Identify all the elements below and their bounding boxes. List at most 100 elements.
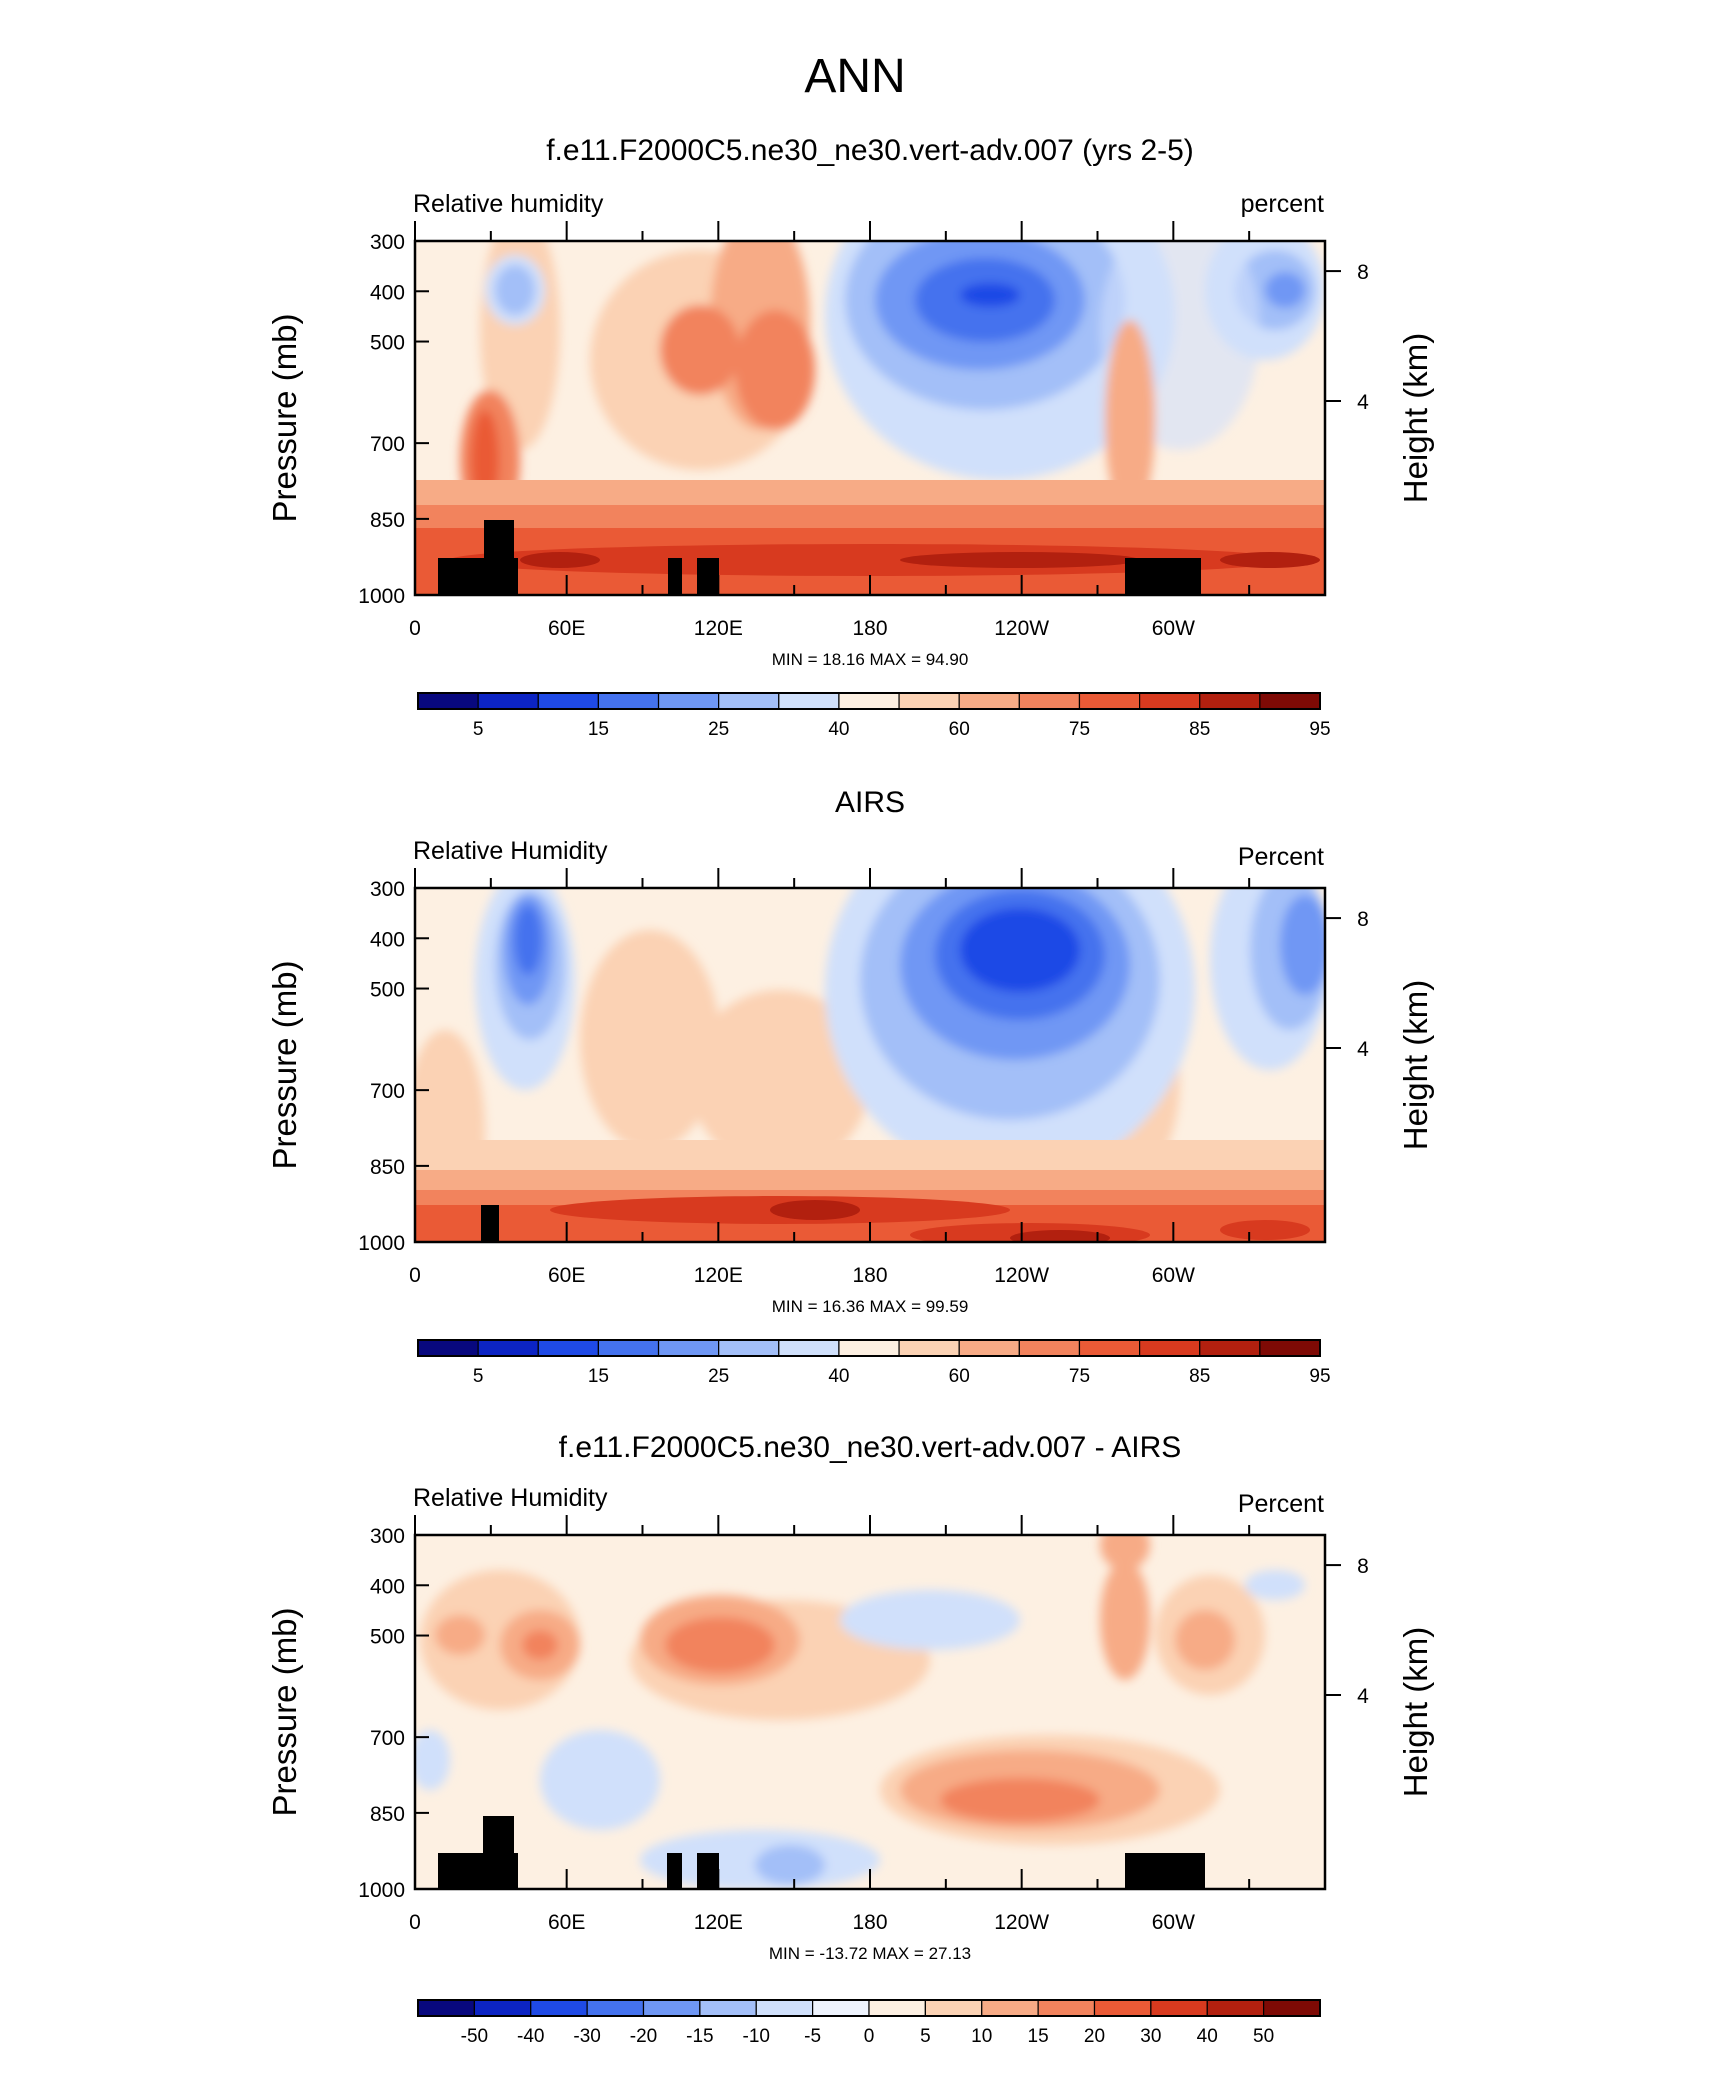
colorbar-label: 10: [971, 2026, 992, 2047]
colorbar-swatch: [537, 1339, 599, 1357]
colorbar-swatch: [1199, 1339, 1261, 1357]
y-tick-label: 300: [370, 231, 405, 254]
x-tick-label: 60W: [1152, 1264, 1195, 1287]
colorbar-swatch: [898, 692, 960, 710]
colorbar-swatch: [657, 1339, 720, 1357]
colorbar-swatch: [838, 1339, 900, 1357]
y-tick-label: 300: [370, 878, 405, 901]
colorbar-label: 20: [1084, 2026, 1105, 2047]
panel-axes-1: 0 60E 120E 180 120W 60W 300 400 500 700 850 1000 8 4 P…: [266, 868, 1434, 1316]
colorbar-label: 60: [949, 719, 970, 740]
colorbar-swatch: [812, 1999, 870, 2017]
colorbar-swatch: [586, 1999, 645, 2017]
colorbar-label: -10: [743, 2026, 770, 2047]
colorbar-label: 95: [1309, 719, 1330, 740]
contour-field: [415, 888, 1325, 1242]
min-max-stats: MIN = 16.36 MAX = 99.59: [772, 1297, 969, 1316]
colorbar-swatch: [718, 1339, 780, 1357]
colorbar-label: 85: [1189, 719, 1210, 740]
y-right-tick-label: 4: [1357, 1685, 1369, 1708]
y-tick-label: 400: [370, 1575, 405, 1598]
topography-mask: [438, 520, 1201, 595]
panel-title: f.e11.F2000C5.ne30_ne30.vert-adv.007 - A…: [559, 1431, 1182, 1464]
x-tick-label: 120E: [694, 1911, 743, 1934]
colorbar-label: 30: [1140, 2026, 1161, 2047]
y-tick-label: 500: [370, 332, 405, 355]
colorbar-label: -40: [517, 2026, 544, 2047]
colorbars-layer: 5 15 25 40 60 75 85 955 15 25 40 60 75 85 95-50 -40 -30-…: [417, 692, 1331, 2047]
right-label: Percent: [1238, 1490, 1324, 1518]
colorbar-label: -15: [686, 2026, 713, 2047]
colorbar-swatch: [1206, 1999, 1265, 2017]
colorbar-swatch: [1078, 1339, 1141, 1357]
colorbar-swatch: [924, 1999, 983, 2017]
y-tick-label: 500: [370, 979, 405, 1002]
colorbar-label: 15: [588, 719, 609, 740]
x-tick-label: 60E: [548, 617, 585, 640]
colorbar-label: 5: [920, 2026, 931, 2047]
colorbar-swatch: [417, 1339, 479, 1357]
colorbar-label: 25: [708, 1366, 729, 1387]
x-tick-label: 180: [852, 1911, 887, 1934]
topography-mask: [481, 1205, 499, 1242]
colorbar-swatch: [1018, 692, 1081, 710]
colorbar-swatch: [417, 692, 479, 710]
panel-diff: f.e11.F2000C5.ne30_ne30.vert-adv.007 - A…: [413, 1431, 1327, 1891]
colorbar-swatch: [537, 692, 599, 710]
colorbar-label: 15: [588, 1366, 609, 1387]
colorbar-label: 85: [1189, 1366, 1210, 1387]
colorbar-swatch: [657, 692, 720, 710]
colorbar-label: 40: [1197, 2026, 1218, 2047]
colorbar-label: -30: [573, 2026, 600, 2047]
colorbar-swatch: [699, 1999, 757, 2017]
colorbar-swatch: [1259, 1339, 1321, 1357]
x-tick-label: 0: [409, 1264, 421, 1287]
x-tick-label: 120E: [694, 617, 743, 640]
colorbar-swatch: [718, 692, 780, 710]
x-tick-label: 0: [409, 617, 421, 640]
colorbar-label: 40: [828, 1366, 849, 1387]
right-label: Percent: [1238, 843, 1324, 871]
y-tick-label: 1000: [358, 1879, 405, 1902]
colorbar-frame: [417, 1339, 1321, 1357]
colorbar-label: 50: [1253, 2026, 1274, 2047]
y-tick-label: 850: [370, 509, 405, 532]
colorbar-swatch: [477, 1339, 539, 1357]
colorbar-swatch: [1037, 1999, 1096, 2017]
colorbar-label: 0: [864, 2026, 875, 2047]
colorbar-0: 5 15 25 40 60 75 85 95: [417, 692, 1331, 740]
x-tick-label: 60W: [1152, 1911, 1195, 1934]
colorbar-swatch: [1199, 692, 1261, 710]
y-tick-label: 1000: [358, 585, 405, 608]
y-right-tick-label: 8: [1357, 908, 1369, 931]
panel-obs: AIRS Relative Humidity Percent: [413, 786, 1327, 1244]
colorbar-label: 60: [949, 1366, 970, 1387]
y-tick-label: 700: [370, 1727, 405, 1750]
colorbar-swatch: [755, 1999, 814, 2017]
left-label: Relative Humidity: [413, 837, 608, 865]
colorbar-label: 95: [1309, 1366, 1330, 1387]
y-right-axis-title: Height (km): [1397, 980, 1434, 1151]
x-tick-label: 120W: [994, 1911, 1049, 1934]
colorbar-swatch: [477, 692, 539, 710]
colorbar-label: 25: [708, 719, 729, 740]
colorbar-label: 15: [1028, 2026, 1049, 2047]
colorbar-label: 40: [828, 719, 849, 740]
colorbar-label: 75: [1069, 719, 1090, 740]
panel-axes-2: 0 60E 120E 180 120W 60W 300 400 500 700 850 1000 8 4 P…: [266, 1515, 1434, 1963]
colorbar-swatch: [1078, 692, 1141, 710]
colorbar-swatch: [778, 692, 840, 710]
y-tick-label: 400: [370, 281, 405, 304]
x-tick-label: 60W: [1152, 617, 1195, 640]
min-max-stats: MIN = -13.72 MAX = 27.13: [769, 1944, 971, 1963]
colorbar-1: 5 15 25 40 60 75 85 95: [417, 1339, 1331, 1387]
x-tick-label: 120W: [994, 1264, 1049, 1287]
axes-layer: 0 60E 120E 180 120W 60W300400500700850100084P…: [266, 221, 1434, 1963]
figure-title: ANN: [804, 50, 905, 103]
colorbar-label: 5: [473, 719, 484, 740]
y-tick-label: 700: [370, 433, 405, 456]
colorbar-swatch: [838, 692, 900, 710]
colorbar-swatch: [778, 1339, 840, 1357]
x-tick-label: 60E: [548, 1264, 585, 1287]
